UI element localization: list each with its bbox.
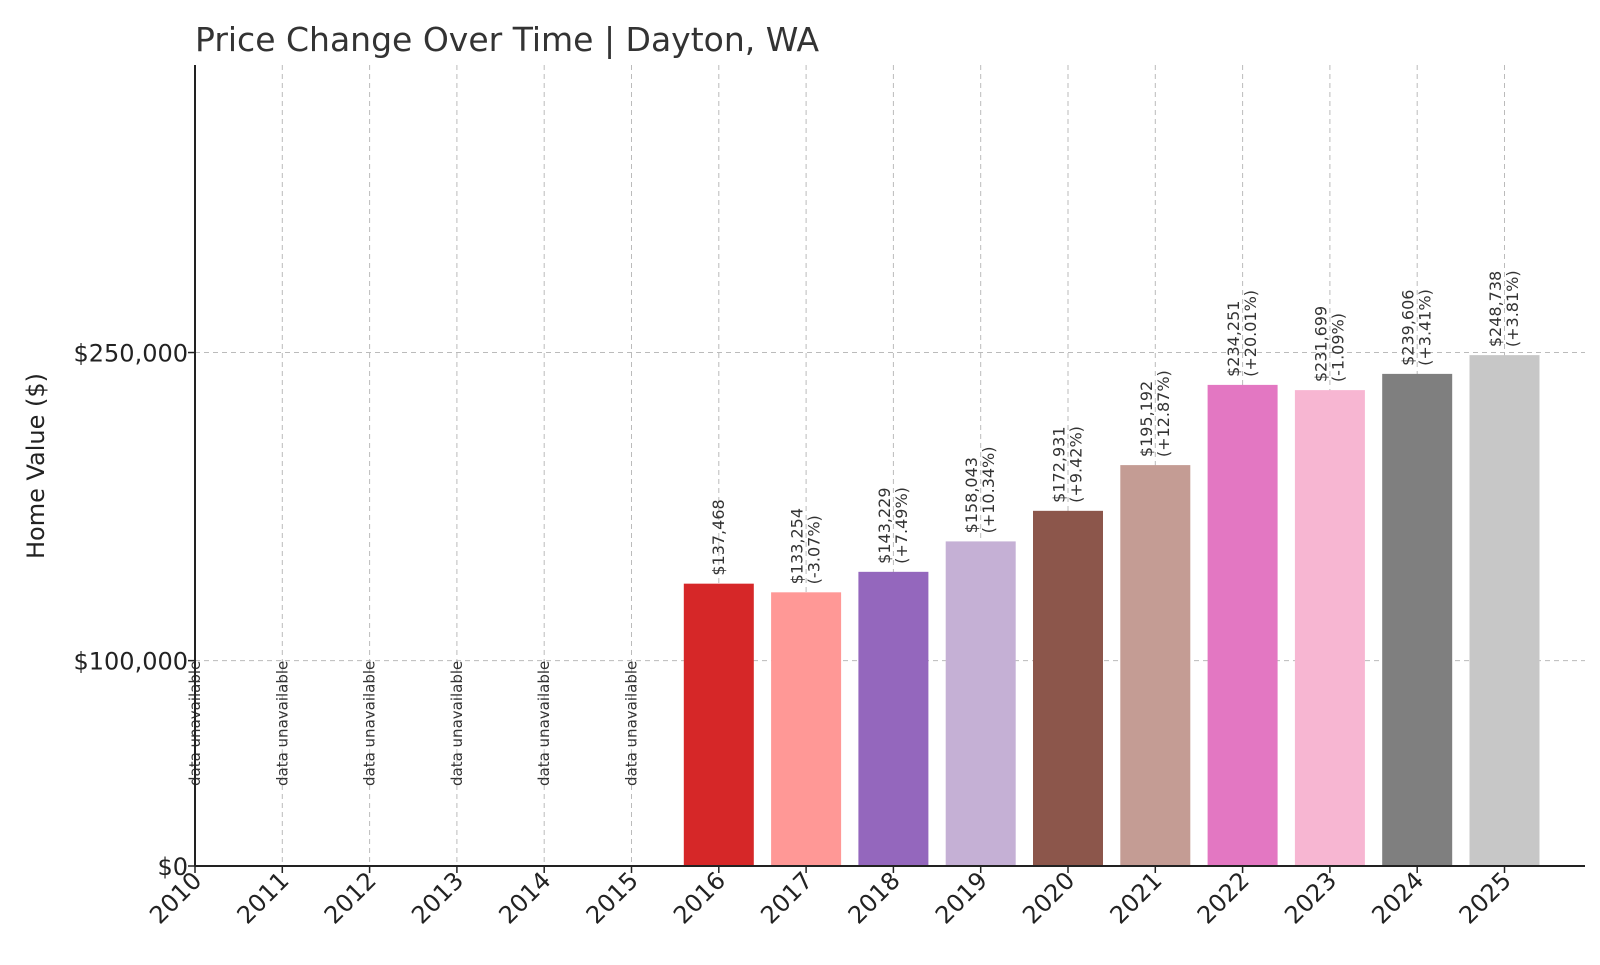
unavailable-label-2014: data unavailable xyxy=(535,661,553,786)
value-label-2024: $239,606 xyxy=(1399,290,1418,366)
x-tick-label: 2020 xyxy=(1017,866,1080,929)
y-tick-label: $0 xyxy=(157,853,188,881)
x-tick-label: 2018 xyxy=(843,866,906,929)
value-label-2020: $172,931 xyxy=(1050,426,1069,502)
value-label-2017: $133,254 xyxy=(788,508,807,584)
unavailable-label-2013: data unavailable xyxy=(448,661,466,786)
change-label-2024: (+3.41%) xyxy=(1416,289,1435,366)
x-tick-label: 2012 xyxy=(319,866,382,929)
unavailable-label-2015: data unavailable xyxy=(623,661,641,786)
data-labels: data unavailable data unavailable data una… xyxy=(186,270,1522,786)
x-tick-label: 2024 xyxy=(1366,866,1429,929)
y-tick-label: $100,000 xyxy=(73,648,188,676)
bar-2017 xyxy=(771,592,842,866)
x-tick-label: 2023 xyxy=(1279,866,1342,929)
x-tick-label: 2025 xyxy=(1454,866,1517,929)
x-tick-label: 2015 xyxy=(581,866,644,929)
change-label-2022: (+20.01%) xyxy=(1241,290,1260,377)
change-label-2020: (+9.42%) xyxy=(1067,426,1086,503)
value-label-2019: $158,043 xyxy=(962,457,981,533)
bar-2023 xyxy=(1294,390,1365,866)
value-label-2018: $143,229 xyxy=(875,487,894,563)
value-label-2021: $195,192 xyxy=(1137,381,1156,457)
x-tick-label: 2016 xyxy=(668,866,731,929)
value-label-2023: $231,699 xyxy=(1311,306,1330,382)
change-label-2017: (-3.07%) xyxy=(805,515,824,584)
unavailable-label-2011: data unavailable xyxy=(273,661,291,786)
change-label-2018: (+7.49%) xyxy=(892,487,911,564)
x-tick-label: 2017 xyxy=(755,866,818,929)
x-tick-label: 2019 xyxy=(930,866,993,929)
bar-2021 xyxy=(1120,465,1191,866)
unavailable-label-2012: data unavailable xyxy=(361,661,379,786)
bar-2016 xyxy=(683,583,754,866)
bars xyxy=(683,355,1540,866)
x-tick-label: 2022 xyxy=(1192,866,1255,929)
bar-2019 xyxy=(945,541,1016,866)
value-label-2022: $234,251 xyxy=(1224,301,1243,377)
chart-title: Price Change Over Time | Dayton, WA xyxy=(195,20,820,59)
bar-2020 xyxy=(1033,510,1103,866)
value-label-2016: $137,468 xyxy=(709,499,728,575)
change-label-2019: (+10.34%) xyxy=(979,446,998,533)
y-axis-label: Home Value ($) xyxy=(22,373,50,559)
value-label-2025: $248,738 xyxy=(1486,271,1505,347)
change-label-2023: (-1.09%) xyxy=(1328,313,1347,382)
x-tick-label: 2021 xyxy=(1105,866,1168,929)
bar-2022 xyxy=(1207,384,1278,866)
x-tick-label: 2014 xyxy=(493,866,556,929)
x-tick-label: 2013 xyxy=(406,866,469,929)
y-tick-label: $250,000 xyxy=(73,340,188,368)
bar-2025 xyxy=(1469,355,1540,866)
bar-2024 xyxy=(1382,373,1453,866)
bar-2018 xyxy=(858,571,929,866)
change-label-2021: (+12.87%) xyxy=(1154,370,1173,457)
x-tick-label: 2011 xyxy=(232,866,295,929)
change-label-2025: (+3.81%) xyxy=(1503,270,1522,347)
